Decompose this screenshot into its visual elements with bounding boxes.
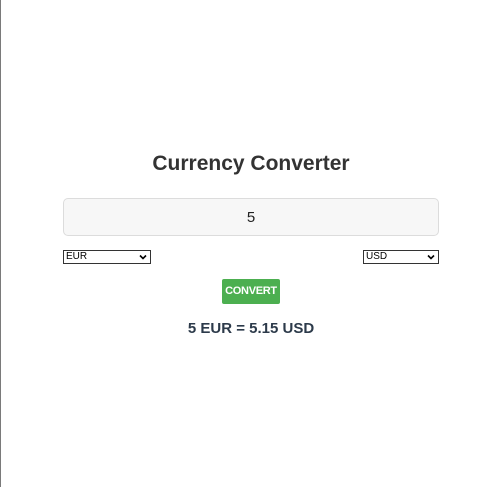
window-left-border [0, 0, 1, 487]
button-row: CONVERT [63, 279, 439, 304]
chevron-down-icon [139, 254, 147, 260]
to-currency-value: USD [366, 251, 388, 262]
amount-input[interactable] [63, 198, 439, 236]
to-currency-select[interactable]: USD [363, 250, 439, 264]
from-currency-value: EUR [66, 251, 88, 262]
from-currency-select[interactable]: EUR [63, 250, 151, 264]
page-title: Currency Converter [152, 152, 350, 175]
conversion-result: 5 EUR = 5.15 USD [187, 320, 315, 337]
currency-selects-row: EUR USD [63, 250, 439, 264]
chevron-down-icon [427, 254, 435, 260]
convert-button[interactable]: CONVERT [222, 279, 280, 304]
currency-converter-app: Currency Converter EUR USD CONVERT 5 EUR… [63, 150, 439, 339]
